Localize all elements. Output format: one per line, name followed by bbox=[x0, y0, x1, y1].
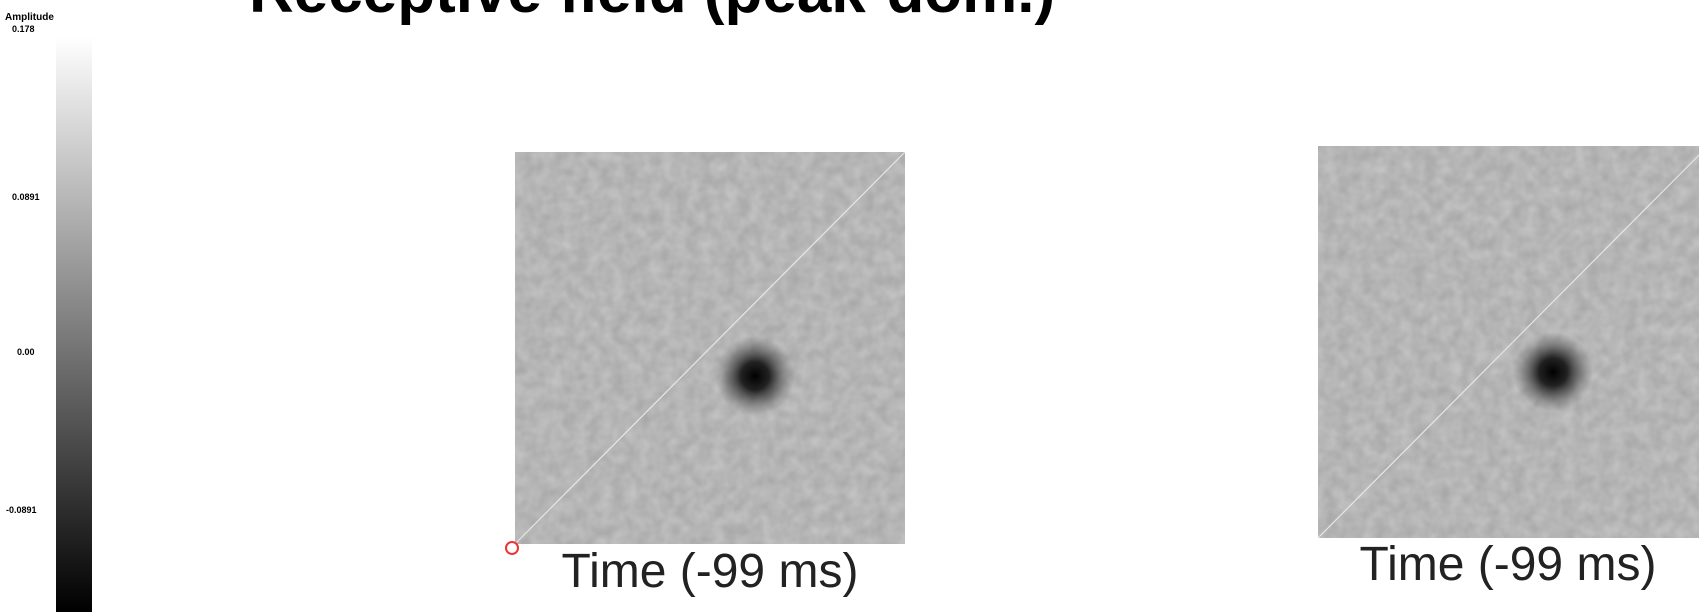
spot bbox=[715, 336, 795, 416]
noise bbox=[1318, 146, 1699, 538]
panel: Time (-99 ms) bbox=[505, 151, 906, 598]
spot bbox=[1513, 332, 1593, 412]
colorbar-title: Amplitude bbox=[5, 12, 54, 23]
title: Receptive field (peak-dom.) bbox=[249, 0, 1055, 26]
colorbar bbox=[56, 36, 92, 612]
colorbar-tick: 0.178 bbox=[12, 24, 35, 34]
colorbar-tick: -0.0891 bbox=[6, 505, 37, 515]
panel-label: Time (-99 ms) bbox=[562, 545, 859, 598]
colorbar-tick: 0.0891 bbox=[12, 192, 40, 202]
diagonal bbox=[1318, 154, 1699, 538]
diagonal bbox=[514, 151, 906, 545]
colorbar-tick: 0.00 bbox=[17, 347, 35, 357]
panel-label: Time (-99 ms) bbox=[1360, 538, 1657, 591]
panel bbox=[1318, 146, 1699, 538]
marker bbox=[505, 541, 519, 555]
